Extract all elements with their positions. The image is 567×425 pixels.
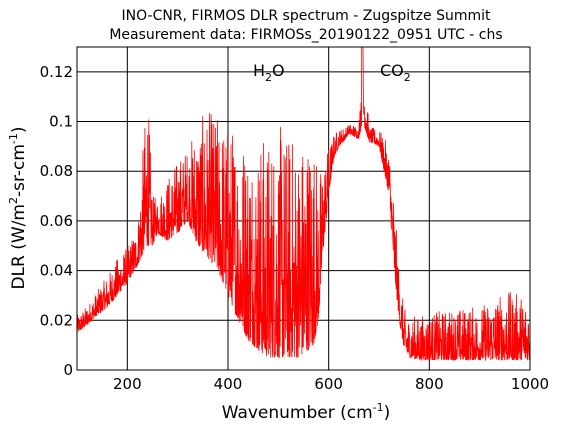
x-tick-label: 800	[415, 375, 444, 393]
svg-text:H2O: H2O	[253, 61, 285, 84]
annotation-co2: CO2	[380, 61, 411, 84]
y-tick-label: 0.06	[40, 212, 73, 230]
chart-subtitle: Measurement data: FIRMOSs_20190122_0951 …	[109, 27, 502, 43]
svg-text:CO2: CO2	[380, 61, 411, 84]
x-tick-label: 600	[314, 375, 343, 393]
y-axis-label: DLR (W/m2-sr-cm-1)	[7, 126, 29, 289]
annotation-co2-base: CO	[380, 61, 404, 80]
annotation-h2o: H2O	[253, 61, 285, 84]
series-layer	[77, 47, 530, 362]
y-tick-label: 0.02	[40, 311, 73, 329]
dlr-series-line	[77, 47, 530, 362]
annotation-h2o-base: H	[253, 61, 265, 80]
x-tick-label: 400	[214, 375, 243, 393]
y-tick-label: 0	[63, 361, 73, 379]
y-tick-label: 0.1	[49, 113, 73, 131]
x-tick-label: 1000	[511, 375, 549, 393]
plot-frame	[76, 46, 531, 371]
y-tick-label: 0.08	[40, 162, 73, 180]
annotation-h2o-tail: O	[272, 61, 285, 80]
y-tick-label: 0.04	[40, 262, 73, 280]
annotation-h2o-sub: 2	[265, 71, 272, 84]
x-tick-label: 200	[113, 375, 142, 393]
annotation-co2-sub: 2	[404, 71, 411, 84]
tick-labels: 200 400 600 800 1000 0 0.02 0.04 0.06 0.08 0.1 0.12	[40, 63, 550, 393]
x-axis-label: Wavenumber (cm-1)	[222, 401, 391, 423]
chart-title: INO-CNR, FIRMOS DLR spectrum - Zugspitze…	[122, 8, 491, 24]
y-tick-label: 0.12	[40, 63, 73, 81]
